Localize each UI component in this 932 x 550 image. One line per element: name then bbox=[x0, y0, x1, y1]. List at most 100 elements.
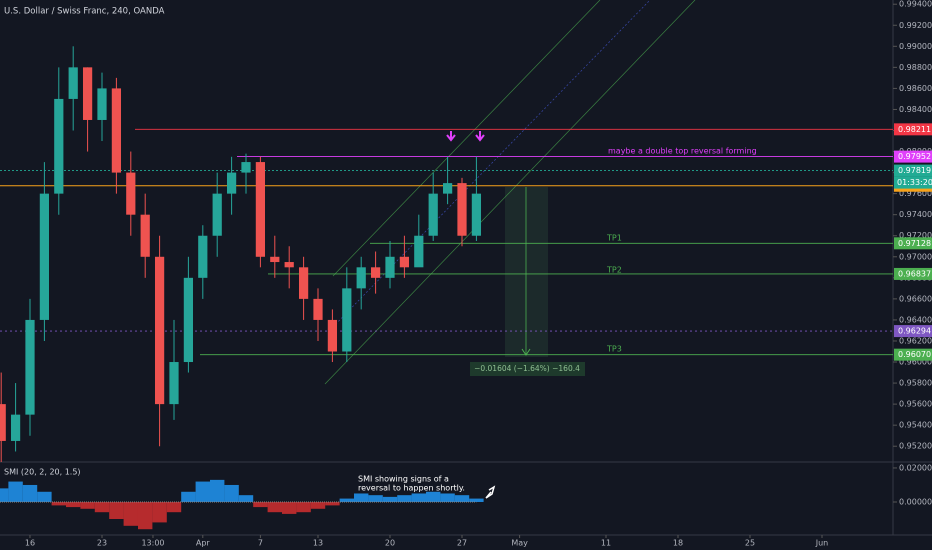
chart-title: U.S. Dollar / Swiss Franc, 240, OANDA bbox=[4, 7, 165, 17]
smi-bar bbox=[397, 495, 412, 502]
candle-body bbox=[457, 183, 467, 236]
smi-bar bbox=[123, 501, 138, 526]
price-tag-label: 0.96070 bbox=[898, 350, 931, 359]
candle-body bbox=[111, 88, 122, 173]
price-tag bbox=[894, 267, 932, 280]
indicator-note: SMI showing signs of a bbox=[358, 475, 449, 484]
smi-bar bbox=[224, 484, 239, 502]
smi-bar bbox=[368, 495, 383, 502]
candle-body bbox=[25, 319, 35, 415]
annotation: TP2 bbox=[606, 266, 622, 275]
price-tag bbox=[894, 348, 932, 361]
annotation: TP1 bbox=[606, 234, 622, 243]
price-tag-label: 0.98211 bbox=[898, 125, 931, 134]
candle-body bbox=[68, 67, 78, 99]
x-tick-label: 23 bbox=[97, 539, 107, 548]
price-tag-label: 0.97819 bbox=[898, 166, 931, 175]
measure-label: −0.01604 (−1.64%) −160.4 bbox=[474, 364, 580, 373]
x-tick-label: 11 bbox=[601, 539, 611, 548]
y-tick-label: 0.95400 bbox=[899, 421, 932, 430]
channel-upper bbox=[332, 0, 601, 277]
arrow-marker bbox=[446, 131, 456, 142]
smi-bar bbox=[454, 495, 470, 502]
candle-body bbox=[342, 288, 352, 352]
smi-bar bbox=[354, 493, 369, 502]
smi-bar bbox=[325, 501, 340, 506]
candle-body bbox=[54, 98, 64, 194]
candle-body bbox=[270, 256, 280, 263]
measure-box bbox=[505, 187, 548, 357]
y-tick-label: 0.95800 bbox=[899, 379, 932, 388]
price-tag-label: 0.96294 bbox=[898, 327, 931, 336]
x-tick-label: 16 bbox=[25, 539, 35, 548]
annotation: maybe a double top reversal forming bbox=[608, 147, 757, 156]
candle-body bbox=[442, 183, 453, 194]
y-tick-label: 0.97600 bbox=[899, 189, 932, 198]
price-tag bbox=[894, 325, 932, 338]
smi-bar bbox=[339, 498, 355, 502]
smi-bar bbox=[238, 495, 254, 502]
smi-bar bbox=[0, 488, 9, 502]
y-tick-label: 0.97400 bbox=[899, 210, 932, 219]
countdown-tag bbox=[894, 176, 932, 189]
price-tag bbox=[894, 150, 932, 163]
price-tag bbox=[894, 237, 932, 250]
x-tick-label: 27 bbox=[457, 539, 467, 548]
candle-body bbox=[212, 193, 222, 236]
smi-bar bbox=[109, 501, 124, 520]
smi-bar bbox=[426, 491, 441, 502]
candle-body bbox=[169, 362, 179, 405]
candle-body bbox=[385, 256, 395, 278]
smi-bar bbox=[65, 501, 81, 508]
candle-body bbox=[154, 256, 165, 405]
candle-body bbox=[471, 193, 482, 236]
indicator-title: SMI (20, 2, 20, 1.5) bbox=[4, 468, 81, 477]
smi-bar bbox=[310, 501, 326, 509]
smi-bar bbox=[8, 481, 23, 502]
y-tick-label: 0.98800 bbox=[899, 63, 932, 72]
x-tick-label: 18 bbox=[673, 539, 683, 548]
candle-body bbox=[414, 235, 424, 268]
y-tick-label: 0.98400 bbox=[899, 105, 932, 114]
smi-bar bbox=[51, 501, 66, 506]
smi-bar bbox=[281, 501, 297, 514]
channel-lower bbox=[324, 0, 696, 385]
x-tick-label: Apr bbox=[196, 539, 211, 548]
candle-body bbox=[327, 319, 338, 352]
y-tick-label: 0.97200 bbox=[899, 231, 932, 240]
x-tick-label: 7 bbox=[258, 539, 263, 548]
candle-body bbox=[82, 67, 93, 120]
smi-bar bbox=[296, 501, 311, 513]
smi-bar bbox=[181, 491, 196, 502]
x-tick-label: Jun bbox=[815, 539, 829, 548]
candle-body bbox=[226, 172, 237, 194]
smi-bar bbox=[469, 498, 484, 502]
candle-body bbox=[298, 267, 309, 299]
y-tick-label: 0.99200 bbox=[899, 21, 932, 30]
smi-bar bbox=[137, 501, 153, 530]
countdown-label: 01:33:20 bbox=[897, 178, 932, 187]
y-tick-label: 0.96200 bbox=[899, 336, 932, 345]
x-tick-label: 13 bbox=[313, 539, 323, 548]
channel-mid bbox=[329, 0, 651, 331]
smi-bar bbox=[209, 479, 225, 502]
smi-bar bbox=[37, 491, 52, 502]
candle-body bbox=[10, 414, 21, 441]
x-tick-label: 25 bbox=[745, 539, 755, 548]
price-tag bbox=[894, 164, 932, 177]
smi-bar bbox=[253, 501, 268, 508]
candle-body bbox=[198, 235, 208, 278]
smi-bar bbox=[195, 481, 210, 502]
candle-body bbox=[284, 262, 294, 268]
y-tick-label: 0.95600 bbox=[899, 400, 932, 409]
y-tick-label: 0.99000 bbox=[899, 42, 932, 51]
smi-bar bbox=[440, 493, 455, 502]
candle-body bbox=[241, 162, 251, 173]
x-tick-label: 13:00 bbox=[141, 539, 164, 548]
candle-body bbox=[39, 193, 50, 320]
candle-body bbox=[183, 277, 194, 363]
smi-bar bbox=[152, 501, 167, 523]
candle-body bbox=[0, 404, 6, 441]
